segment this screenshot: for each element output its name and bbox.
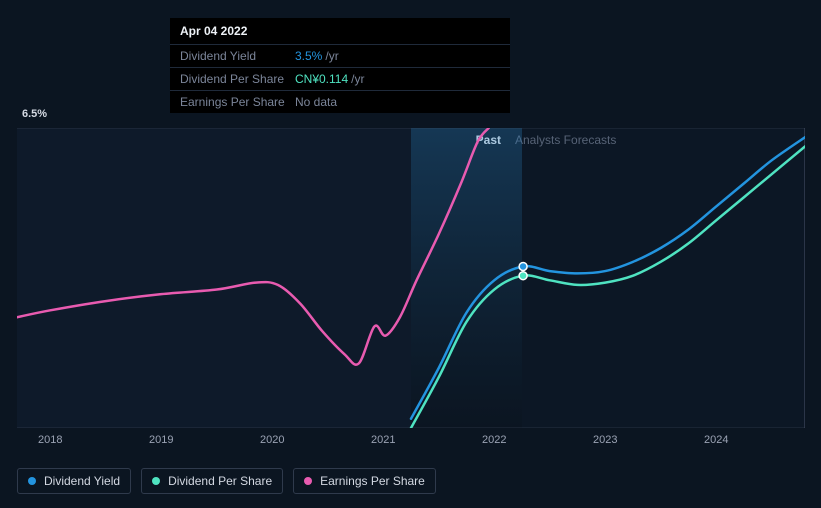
tooltip-field-unit: /yr [325,49,338,63]
x-axis-tick: 2021 [371,434,395,446]
hover-tooltip: Apr 04 2022 Dividend Yield3.5%/yrDividen… [170,18,510,113]
tooltip-field-value: CN¥0.114 [295,72,348,86]
legend-label: Dividend Yield [44,474,120,488]
x-axis-tick: 2019 [149,434,173,446]
x-axis-tick: 2022 [482,434,506,446]
line-chart[interactable] [17,128,805,428]
y-axis-max-label: 6.5% [22,108,47,120]
x-axis-tick: 2023 [593,434,617,446]
x-axis-tick: 2024 [704,434,728,446]
x-axis-tick: 2020 [260,434,284,446]
tooltip-field-unit: /yr [351,72,364,86]
legend-item[interactable]: Dividend Per Share [141,468,283,494]
x-axis: 2018 2019 2020 2021 2022 2023 2024 [17,432,805,452]
tooltip-field-value: No data [295,95,337,109]
data-marker [519,262,527,270]
legend-item[interactable]: Earnings Per Share [293,468,436,494]
tooltip-field-label: Earnings Per Share [180,95,295,109]
tooltip-field-label: Dividend Per Share [180,72,295,86]
data-marker [519,272,527,280]
legend-dot-icon [152,477,160,485]
legend-dot-icon [28,477,36,485]
tooltip-row: Dividend Per ShareCN¥0.114/yr [170,67,510,90]
x-axis-tick: 2018 [38,434,62,446]
legend-label: Dividend Per Share [168,474,272,488]
legend-label: Earnings Per Share [320,474,425,488]
tooltip-field-value: 3.5% [295,49,322,63]
chart-legend: Dividend Yield Dividend Per Share Earnings… [17,468,436,494]
tooltip-field-label: Dividend Yield [180,49,295,63]
tooltip-row: Dividend Yield3.5%/yr [170,44,510,67]
tooltip-row: Earnings Per ShareNo data [170,90,510,113]
legend-item[interactable]: Dividend Yield [17,468,131,494]
legend-dot-icon [304,477,312,485]
tooltip-date: Apr 04 2022 [170,18,510,44]
